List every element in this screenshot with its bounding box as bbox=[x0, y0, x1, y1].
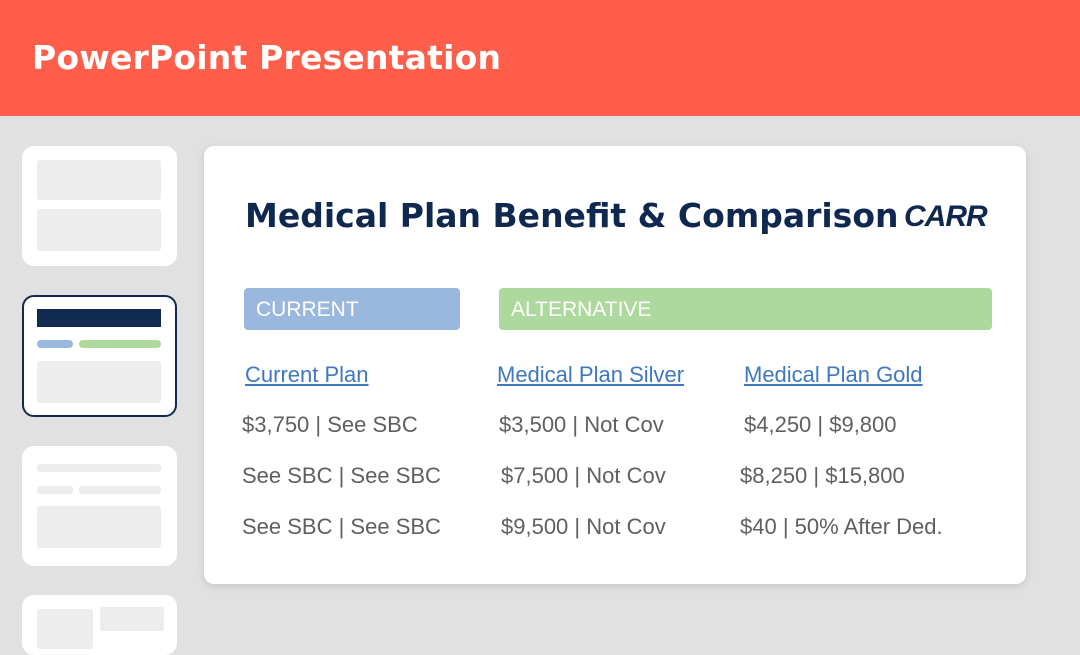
thumb-placeholder bbox=[37, 609, 93, 649]
thumb-placeholder bbox=[37, 160, 161, 200]
table-cell: $7,500 | Not Cov bbox=[501, 463, 666, 488]
current-plan-link[interactable]: Current Plan bbox=[245, 362, 369, 387]
slide-canvas[interactable]: Medical Plan Benefit & Comparison CARR C… bbox=[204, 146, 1026, 584]
table-cell: See SBC | See SBC bbox=[242, 514, 441, 539]
app-title: PowerPoint Presentation bbox=[32, 38, 502, 77]
slide-thumbnail-2-selected[interactable] bbox=[22, 295, 177, 417]
table-cell: See SBC | See SBC bbox=[242, 463, 441, 488]
table-cell: $4,250 | $9,800 bbox=[744, 412, 897, 437]
thumb-title-bar bbox=[37, 309, 161, 327]
thumb-current-bar bbox=[37, 340, 73, 348]
carr-logo: CARR bbox=[904, 200, 988, 233]
slide-thumbnail-1[interactable] bbox=[22, 146, 177, 266]
table-cell: $3,500 | Not Cov bbox=[499, 412, 664, 437]
thumb-placeholder bbox=[79, 486, 161, 494]
table-cell: $9,500 | Not Cov bbox=[501, 514, 666, 539]
thumb-placeholder bbox=[37, 209, 161, 251]
thumb-alternative-bar bbox=[79, 340, 161, 348]
app-header: PowerPoint Presentation bbox=[0, 0, 1080, 116]
table-cell: $3,750 | See SBC bbox=[242, 412, 418, 437]
thumb-placeholder bbox=[37, 361, 161, 403]
gold-plan-link[interactable]: Medical Plan Gold bbox=[744, 362, 923, 387]
thumb-placeholder bbox=[37, 464, 161, 472]
silver-plan-link[interactable]: Medical Plan Silver bbox=[497, 362, 685, 387]
current-header: CURRENT bbox=[244, 288, 460, 330]
thumb-placeholder bbox=[100, 607, 164, 631]
table-cell: $40 | 50% After Ded. bbox=[740, 514, 943, 539]
slide-title: Medical Plan Benefit & Comparison bbox=[245, 196, 899, 235]
slide-thumbnail-4[interactable] bbox=[22, 595, 177, 655]
thumb-placeholder bbox=[37, 486, 73, 494]
alternative-header: ALTERNATIVE bbox=[499, 288, 992, 330]
thumb-placeholder bbox=[37, 506, 161, 548]
table-cell: $8,250 | $15,800 bbox=[740, 463, 905, 488]
slide-thumbnail-3[interactable] bbox=[22, 446, 177, 566]
